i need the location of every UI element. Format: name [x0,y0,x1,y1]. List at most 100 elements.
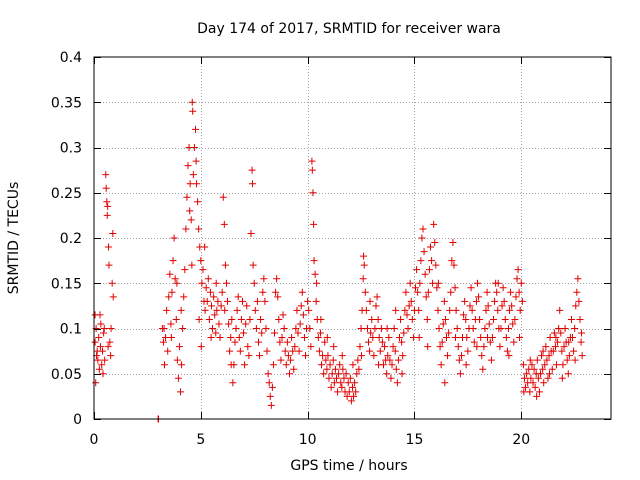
data-point [109,293,117,301]
data-point [192,157,200,165]
data-point [208,302,215,310]
data-point [576,315,584,323]
data-point [201,243,209,251]
data-point [178,361,186,369]
data-point [480,343,488,351]
data-point [164,347,172,355]
data-point [306,325,314,332]
data-point [467,284,475,292]
data-point [287,356,295,364]
y-tick-label: 0.05 [51,367,82,383]
data-point [263,347,271,355]
data-point [349,383,356,391]
data-point [310,220,318,228]
data-point [394,356,402,364]
data-point [401,306,409,314]
data-point [247,229,255,237]
data-point [518,297,526,305]
data-point [477,334,485,342]
x-tick-label: 0 [90,432,99,448]
data-point [484,334,492,342]
data-point [291,343,299,351]
data-point [545,352,553,360]
data-point [213,306,221,314]
data-point [91,338,99,346]
data-point [451,334,459,342]
data-point [561,325,569,332]
data-point [402,288,410,296]
data-point [366,297,374,305]
data-point [565,352,573,360]
data-point [215,320,223,328]
data-point [173,356,181,364]
data-point [269,361,277,369]
data-point [95,365,103,373]
data-point [473,343,481,351]
data-point [290,365,298,373]
data-point [197,343,205,351]
data-point [374,315,382,323]
data-point [386,356,394,364]
data-point [346,374,354,382]
data-point [544,374,552,382]
data-point [298,288,306,296]
data-point [509,320,517,328]
data-point [349,361,357,369]
data-point [340,374,348,382]
data-point [211,311,219,319]
data-point [183,193,191,201]
data-point [452,306,460,314]
data-point [278,334,286,342]
data-point [507,288,515,296]
data-point [522,383,530,391]
data-point [314,334,322,342]
data-point [295,347,303,355]
data-point [414,288,422,296]
data-point [228,315,236,323]
y-tick-label: 0.35 [51,95,82,111]
data-point [97,320,105,328]
data-point [206,288,214,296]
data-point [501,315,509,323]
data-point [494,279,502,287]
data-point [106,338,114,346]
data-point [302,352,309,360]
data-point [235,334,243,342]
data-point [554,338,562,346]
data-point [400,329,408,337]
data-point [195,225,203,233]
y-tick-label: 0.4 [60,50,82,66]
data-point [449,239,457,247]
data-point [498,302,506,310]
data-point [572,302,580,310]
data-point [105,243,113,251]
data-point [445,329,453,337]
data-point [209,325,217,332]
data-point [441,379,449,387]
data-point [545,370,553,378]
data-point [570,347,578,355]
data-point [262,325,270,332]
data-point [375,334,383,342]
data-point [515,288,523,296]
data-point [461,297,469,305]
data-point [441,315,449,323]
data-point [417,257,425,265]
data-point [92,379,100,387]
data-point [453,325,461,332]
data-point [516,306,524,314]
data-point [378,338,386,346]
data-point [226,347,234,355]
data-point [355,365,363,373]
data-point [539,347,547,355]
data-point [573,288,581,296]
data-point [405,302,413,310]
data-point [504,325,512,332]
data-point [475,293,483,301]
data-point [473,279,481,287]
data-point [240,329,248,337]
data-point [360,261,368,269]
data-point [460,311,468,319]
data-point [577,338,585,346]
data-point [345,388,353,396]
